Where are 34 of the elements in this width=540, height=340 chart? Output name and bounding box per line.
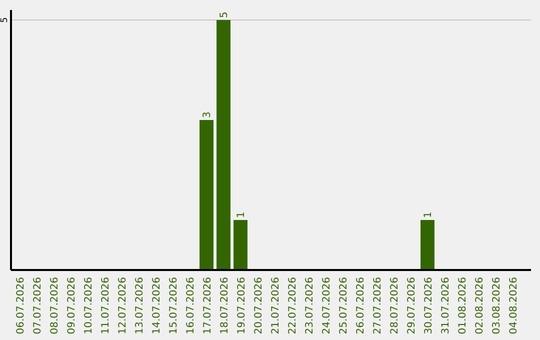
x-tick-label: 08.07.2026: [50, 277, 60, 334]
x-tick-label: 13.07.2026: [134, 277, 146, 334]
x-tick-label: 10.07.2026: [84, 277, 94, 334]
x-tick-label: 29.07.2026: [406, 277, 418, 334]
x-tick-label: 22.07.2026: [288, 277, 298, 334]
x-tick-label: 03.08.2026: [492, 277, 502, 334]
x-tick-label: 07.07.2026: [32, 277, 44, 334]
x-tick-label: 26.07.2026: [356, 277, 366, 334]
data-label: 3: [202, 112, 213, 118]
x-tick-label: 09.07.2026: [66, 277, 78, 334]
x-tick-label: 16.07.2026: [186, 277, 196, 334]
x-tick-label: 01.08.2026: [458, 277, 468, 334]
data-label: 5: [219, 12, 230, 18]
x-tick-label: 11.07.2026: [100, 277, 112, 334]
x-tick-label: 04.08.2026: [508, 277, 520, 334]
x-tick-label: 30.07.2026: [424, 277, 434, 334]
data-label: 1: [423, 212, 434, 218]
x-tick-label: 31.07.2026: [440, 277, 452, 334]
x-tick-label: 17.07.2026: [202, 277, 214, 334]
x-tick-label: 14.07.2026: [152, 277, 162, 334]
x-tick-label: 02.08.2026: [474, 277, 486, 334]
x-tick-label: 19.07.2026: [236, 277, 248, 334]
x-tick-label: 25.07.2026: [338, 277, 350, 334]
x-tick-label: 06.07.2026: [16, 277, 26, 334]
x-tick-label: 20.07.2026: [254, 277, 264, 334]
x-tick-label: 27.07.2026: [372, 277, 384, 334]
data-label: 1: [236, 212, 247, 218]
x-tick-label: 23.07.2026: [304, 277, 316, 334]
x-tick-label: 24.07.2026: [322, 277, 332, 334]
x-tick-label: 12.07.2026: [118, 277, 128, 334]
x-tick-label: 21.07.2026: [270, 277, 282, 334]
x-tick-label: 18.07.2026: [220, 277, 230, 334]
x-tick-label: 15.07.2026: [168, 277, 180, 334]
x-tick-label: 28.07.2026: [390, 277, 400, 334]
